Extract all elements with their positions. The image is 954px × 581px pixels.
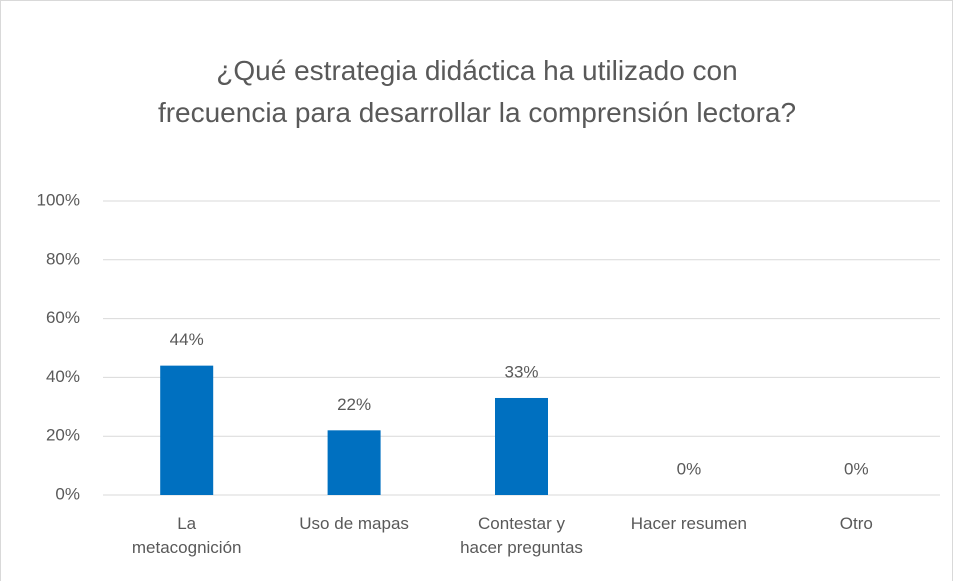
chart-title: ¿Qué estrategia didáctica ha utilizado c… [157, 55, 797, 128]
data-label: 0% [677, 459, 702, 478]
x-tick-label: Otro [839, 514, 873, 533]
y-tick-label: 0% [55, 484, 80, 503]
y-tick-label: 20% [46, 426, 80, 445]
y-tick-label: 40% [46, 367, 80, 386]
y-tick-label: 100% [37, 190, 80, 209]
data-label: 0% [844, 459, 869, 478]
data-label: 22% [337, 395, 371, 414]
y-tick-label: 80% [46, 249, 80, 268]
y-tick-label: 60% [46, 308, 80, 327]
bar [327, 430, 381, 495]
x-tick-label: La metacognición [131, 514, 242, 557]
data-label: 44% [170, 330, 204, 349]
x-tick-label: Uso de mapas [299, 514, 409, 533]
data-label: 33% [504, 362, 538, 381]
bar [495, 397, 548, 495]
x-tick-label: Contestar y hacer preguntas [460, 514, 583, 557]
x-tick-label: Hacer resumen [630, 514, 747, 533]
bar [160, 365, 214, 495]
